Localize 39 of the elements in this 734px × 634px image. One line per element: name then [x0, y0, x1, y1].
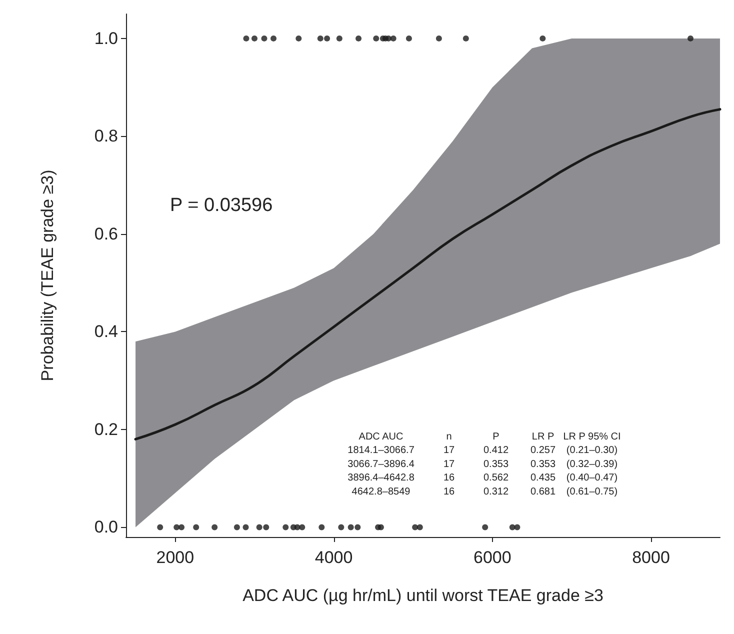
x-tick-label: 2000 — [156, 548, 194, 567]
annotation: 16 — [443, 486, 455, 498]
y-tick-label: 0.4 — [94, 322, 118, 342]
y-tick-label: 0.0 — [94, 518, 118, 537]
annotation: 17 — [443, 445, 455, 456]
annotation: P = 0.03596 — [170, 195, 273, 216]
x-tick-label: 8000 — [632, 548, 670, 567]
annotation: (0.21–0.30) — [566, 445, 618, 456]
x-axis-title: ADC AUC (µg hr/mL) until worst TEAE grade ≥3 — [242, 586, 604, 605]
annotation: 4642.8–8549 — [352, 486, 411, 498]
annotation: LR P 95% CI — [563, 432, 621, 442]
annotation: 3896.4–4642.8 — [348, 472, 415, 484]
y-tick-label: 1.0 — [94, 28, 118, 48]
annotation: 0.312 — [483, 486, 509, 498]
annotation: (0.61–0.75) — [566, 486, 618, 498]
annotation: 0.435 — [530, 472, 556, 484]
annotation: 1814.1–3066.7 — [348, 445, 415, 456]
annotation: 0.412 — [483, 445, 509, 456]
annotation: 3066.7–3896.4 — [348, 458, 415, 470]
annotation: 16 — [443, 472, 455, 484]
annotation: 0.353 — [483, 458, 509, 470]
annotation: (0.40–0.47) — [566, 472, 618, 484]
annotation: 0.681 — [530, 486, 556, 498]
line-series — [134, 108, 722, 440]
x-tick-label: 6000 — [473, 548, 512, 567]
annotation: n — [446, 432, 452, 442]
annotation: 17 — [443, 458, 455, 470]
annotation: P — [492, 432, 500, 442]
y-tick-label: 0.8 — [94, 126, 118, 146]
annotation: LR P — [532, 432, 554, 442]
annotation: 0.353 — [530, 458, 556, 470]
annotation: (0.32–0.39) — [566, 458, 618, 470]
annotation: 0.562 — [483, 472, 509, 484]
y-axis-title: Probability (TEAE grade ≥3) — [38, 170, 57, 382]
annotation: 0.257 — [530, 445, 556, 456]
annotation: ADC AUC — [358, 432, 404, 442]
y-tick-label: 0.6 — [94, 224, 118, 244]
x-tick-label: 4000 — [314, 548, 353, 567]
y-tick-label: 0.2 — [94, 420, 118, 439]
